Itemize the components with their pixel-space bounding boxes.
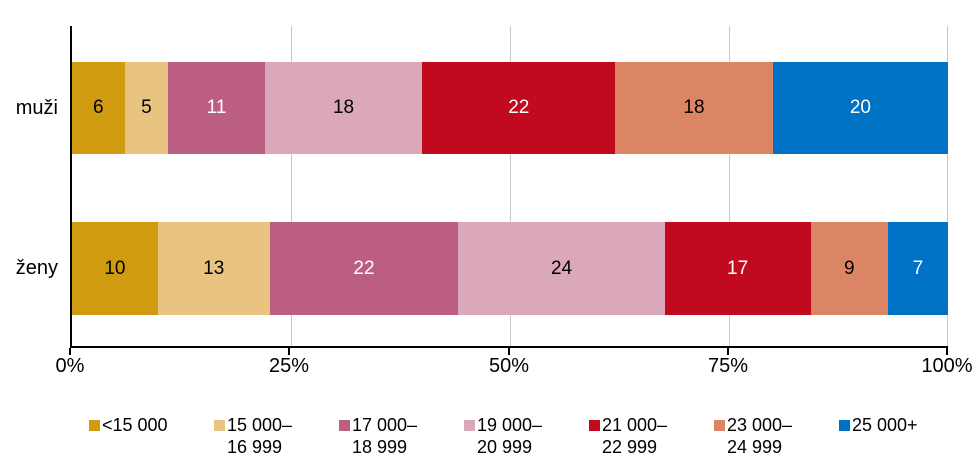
bar-segment: 11 <box>168 62 265 154</box>
segment-value-label: 22 <box>353 257 375 279</box>
segment-value-label: 24 <box>550 257 573 279</box>
legend: <15 000 15 000– 16 999 17 000– 18 999 19 000–… <box>89 414 964 458</box>
bar-bottom: 10 13 22 24 17 9 7 <box>72 222 948 315</box>
segment-value-label: 13 <box>203 257 225 279</box>
legend-swatch <box>339 420 350 431</box>
axis-tick <box>946 348 948 355</box>
axis-tick <box>69 348 71 355</box>
bar-segment: 17 <box>664 222 811 315</box>
segment-value-label: 17 <box>727 257 749 279</box>
legend-swatch <box>89 420 100 431</box>
bar-segment: 22 <box>269 222 459 315</box>
legend-item: 23 000– 24 999 <box>714 414 839 458</box>
bar-segment: 10 <box>72 222 158 315</box>
axis-tick <box>288 348 290 355</box>
bar-segment: 13 <box>157 222 270 315</box>
legend-item: 15 000– 16 999 <box>214 414 339 458</box>
legend-label: 15 000– 16 999 <box>227 415 293 457</box>
bar-segment: 5 <box>124 62 169 154</box>
segment-value-label: 5 <box>141 97 152 118</box>
segment-value-label: 9 <box>843 257 855 279</box>
category-label: muži <box>15 96 58 119</box>
x-tick-label: 50% <box>488 355 530 377</box>
legend-label: 17 000– 18 999 <box>352 415 418 457</box>
x-tick-label: 100% <box>921 355 973 377</box>
legend-label: <15 000 <box>102 415 168 435</box>
legend-item: <15 000 <box>89 414 214 458</box>
legend-label: 25 000+ <box>852 415 918 435</box>
legend-item: 19 000– 20 999 <box>464 414 589 458</box>
legend-swatch <box>589 420 600 431</box>
axis-tick <box>508 348 510 355</box>
segment-value-label: 11 <box>206 97 227 118</box>
legend-label: 21 000– 22 999 <box>602 415 668 457</box>
segment-value-label: 18 <box>683 97 705 118</box>
segment-value-label: 22 <box>508 97 530 118</box>
segment-value-label: 10 <box>104 257 126 279</box>
segment-value-label: 6 <box>92 97 104 118</box>
segment-value-label: 7 <box>912 257 924 279</box>
bar-segment: 18 <box>264 62 423 154</box>
bar-segment: 24 <box>458 222 665 315</box>
legend-swatch <box>839 420 850 431</box>
x-tick-label: 75% <box>707 355 749 377</box>
legend-item: 25 000+ <box>839 414 964 458</box>
bar-segment: 7 <box>887 222 948 315</box>
bar-segment: 6 <box>72 62 125 154</box>
x-tick-label: 25% <box>268 355 310 377</box>
bar-segment: 9 <box>810 222 888 315</box>
x-tick-label: 0% <box>55 355 85 377</box>
plot-area: 6 5 11 18 22 18 20 10 13 22 24 17 9 7 <box>70 26 949 348</box>
legend-label: 23 000– 24 999 <box>727 415 793 457</box>
segment-value-label: 18 <box>332 97 355 118</box>
segment-value-label: 20 <box>849 97 871 118</box>
category-label: ženy <box>15 257 58 279</box>
bar-top: 6 5 11 18 22 18 20 <box>72 62 949 154</box>
gridline <box>729 26 730 346</box>
legend-label: 19 000– 20 999 <box>477 415 543 457</box>
legend-swatch <box>214 420 225 431</box>
legend-swatch <box>464 420 475 431</box>
bar-segment: 20 <box>772 62 949 154</box>
axis-tick <box>727 348 729 355</box>
legend-item: 17 000– 18 999 <box>339 414 464 458</box>
gridline <box>510 26 511 346</box>
legend-swatch <box>714 420 725 431</box>
legend-item: 21 000– 22 999 <box>589 414 714 458</box>
gridline <box>291 26 292 346</box>
bar-segment: 22 <box>422 62 616 154</box>
bar-segment: 18 <box>615 62 773 154</box>
gridline <box>947 26 948 346</box>
